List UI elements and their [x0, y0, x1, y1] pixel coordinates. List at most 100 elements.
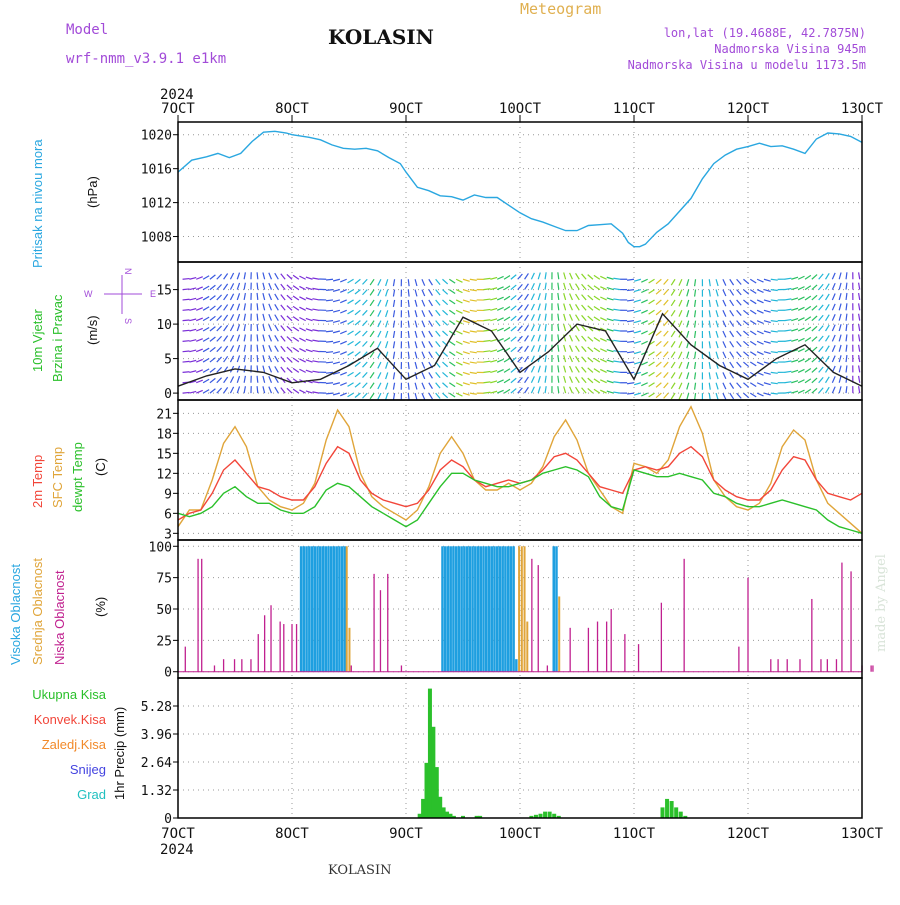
wind-vector: [600, 349, 606, 352]
wind-vector: [378, 393, 381, 399]
wind-vector: [237, 273, 239, 280]
wind-vector: [306, 329, 313, 331]
wind-vector: [393, 300, 394, 307]
wind-vector: [422, 300, 425, 306]
wind-vector: [436, 290, 440, 295]
wind-vector: [757, 310, 763, 313]
wind-vector: [237, 345, 239, 352]
wind-vector: [269, 345, 272, 351]
wind-vector: [312, 319, 319, 320]
wind-vector: [576, 284, 580, 290]
wind-vector: [203, 348, 209, 352]
wind-vector: [656, 310, 661, 315]
wind-vector: [771, 331, 778, 332]
wind-vector: [422, 393, 425, 399]
wind-vector: [641, 331, 647, 334]
wind-vector: [839, 366, 841, 373]
wind-vector: [791, 298, 798, 300]
wind-vector: [257, 324, 258, 331]
wind-vector: [695, 383, 696, 390]
cloud-high-bar: [552, 546, 555, 671]
wind-vector: [627, 310, 634, 311]
wind-vector: [422, 352, 425, 358]
cloud-low-bar: [201, 559, 202, 672]
wind-vector: [558, 283, 559, 290]
wind-vector: [333, 321, 340, 323]
wind-vector: [716, 352, 718, 359]
wind-vector: [429, 290, 433, 296]
wind-vector: [750, 300, 756, 304]
wind-vector: [386, 362, 388, 369]
wind-vector: [812, 285, 817, 290]
wind-vector: [210, 347, 215, 351]
wind-vector: [582, 315, 587, 320]
wind-vector: [490, 381, 497, 383]
wind-vector: [326, 393, 333, 394]
cloud-mid-bar: [524, 546, 526, 671]
wind-vector: [189, 309, 196, 311]
precip-bar: [442, 807, 446, 818]
wind-vector: [463, 383, 470, 385]
wind-vector: [812, 347, 817, 352]
cloud-high-bar: [499, 546, 502, 671]
wind-vector: [664, 331, 669, 336]
cloud-low-bar: [270, 605, 271, 671]
wind-vector: [340, 383, 346, 386]
wind-vector: [429, 352, 433, 358]
wind-vector: [582, 377, 587, 382]
wind-vector: [497, 307, 503, 310]
wind-vector: [641, 372, 647, 375]
x-bottom-tick-label: 10OCT: [499, 826, 542, 842]
wind-vector: [531, 345, 534, 351]
wind-vector: [490, 277, 497, 279]
precip-bar: [665, 799, 669, 818]
wind-vector: [764, 331, 771, 333]
wind-vector: [333, 352, 340, 354]
wind-vector: [217, 274, 222, 279]
wind-vector: [859, 376, 860, 383]
wind-vector: [386, 279, 388, 286]
cloud-low-bar: [531, 559, 532, 672]
wind-vector: [791, 370, 798, 372]
wind-vector: [576, 366, 580, 372]
wind-vector: [627, 321, 634, 322]
wind-vector: [281, 346, 285, 351]
wind-vector: [613, 330, 620, 331]
wind-vector: [244, 376, 245, 383]
wind-vector: [224, 377, 228, 383]
wind-vector: [275, 304, 279, 310]
wind-vector: [224, 294, 228, 300]
wind-vector: [679, 372, 682, 378]
wind-vector: [408, 310, 409, 317]
wind-vector: [422, 383, 425, 389]
wind-vector: [798, 338, 804, 341]
wind-vector: [558, 334, 559, 341]
wind-vector: [210, 337, 215, 341]
wind-vector: [649, 362, 655, 366]
wind-vector: [408, 290, 409, 297]
wind-vector: [504, 338, 510, 342]
wind-vector: [217, 326, 222, 331]
x-top-tick-label: 9OCT: [389, 101, 423, 117]
wind-vector: [812, 378, 817, 383]
wind-vector: [196, 339, 202, 342]
cloud-low-bar: [777, 659, 778, 672]
wind-vector: [671, 372, 675, 378]
wind-vector: [826, 273, 830, 279]
wind-vector: [687, 372, 689, 379]
wind-vector: [436, 300, 440, 305]
wind-vector: [709, 341, 710, 348]
wind-vector: [545, 355, 546, 362]
wind-vector: [210, 306, 215, 310]
wind-vector: [299, 349, 305, 352]
wind-vector: [299, 318, 305, 321]
wind-vector: [846, 334, 847, 341]
wind-vector: [393, 383, 394, 390]
wind-vector: [217, 316, 222, 321]
wind-vector: [299, 359, 305, 362]
wind-vector: [716, 290, 718, 297]
wind-vector: [306, 318, 313, 320]
cloud-low-bar: [611, 609, 612, 672]
wind-vector: [757, 341, 763, 344]
wind-vector: [244, 293, 245, 300]
